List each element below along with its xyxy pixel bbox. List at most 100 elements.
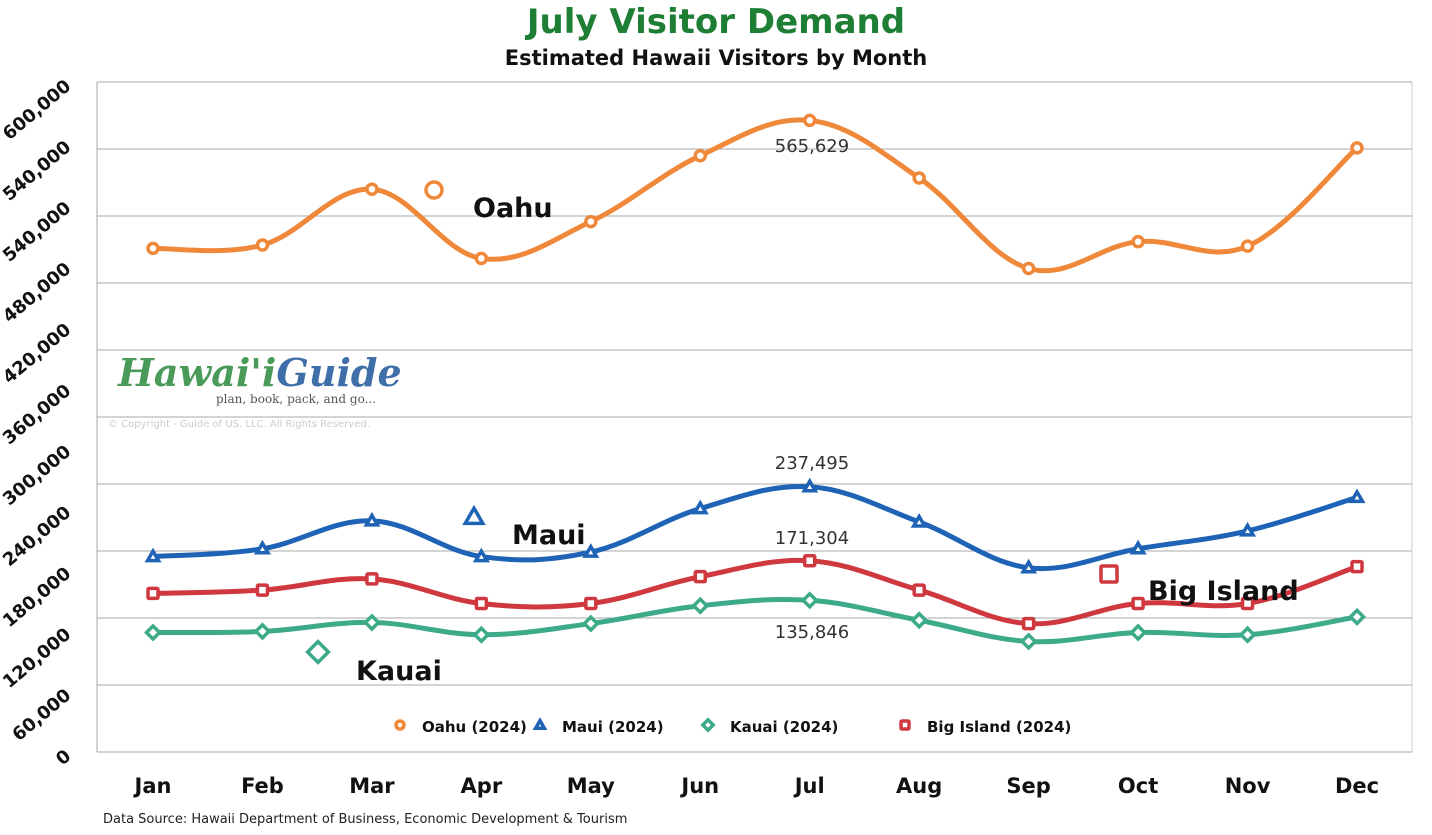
data-point (1239, 521, 1257, 537)
legend-item: Oahu (2024) (422, 718, 527, 736)
data-point (1348, 488, 1366, 504)
x-tick-label: Apr (461, 774, 503, 798)
x-tick-label: Jun (679, 774, 719, 798)
series-line (152, 483, 1358, 572)
data-point (912, 583, 926, 597)
data-label: 171,304 (775, 528, 849, 549)
y-tick-label: 540,000 (0, 198, 75, 267)
data-point (691, 499, 709, 515)
data-point (912, 171, 926, 185)
legend-item: Maui (2024) (562, 718, 664, 736)
y-tick-label: 0 (52, 746, 75, 770)
data-point (584, 596, 598, 611)
data-point (801, 477, 819, 493)
series-label-marker (462, 504, 486, 526)
data-label: 237,495 (775, 453, 849, 474)
data-point (474, 251, 489, 266)
data-point (802, 113, 817, 128)
data-source: Data Source: Hawaii Department of Busine… (103, 812, 628, 827)
data-point (253, 622, 272, 641)
data-point (144, 623, 162, 642)
x-tick-label: Dec (1335, 774, 1379, 798)
data-point (910, 611, 929, 630)
data-point (362, 613, 381, 632)
data-point (1350, 559, 1364, 574)
data-point (472, 625, 491, 644)
x-tick-label: May (567, 774, 615, 798)
data-point (365, 182, 379, 196)
series-label-marker (1099, 564, 1119, 584)
series-label: Kauai (356, 656, 442, 687)
data-label: 565,629 (775, 136, 849, 157)
x-tick-label: Sep (1006, 774, 1050, 798)
chart-title: July Visitor Demand (526, 2, 906, 42)
y-tick-label: 60,000 (8, 685, 75, 746)
data-point (581, 614, 600, 633)
data-point (144, 547, 162, 563)
data-point (1129, 623, 1148, 642)
chart-subtitle: Estimated Hawaii Visitors by Month (504, 46, 928, 70)
data-point (1350, 141, 1364, 155)
data-point (1238, 625, 1257, 644)
data-point (253, 539, 271, 555)
data-point (1021, 261, 1036, 276)
data-point (910, 512, 928, 528)
series-label-marker (424, 180, 444, 200)
y-tick-label: 360,000 (0, 380, 75, 449)
logo-text-left: Hawai'i (118, 350, 277, 395)
data-point (1129, 539, 1147, 555)
series-maui (152, 483, 1358, 572)
data-point (1131, 596, 1145, 611)
data-point (691, 596, 710, 615)
y-tick-label: 420,000 (0, 319, 75, 388)
legend-item: Kauai (2024) (730, 718, 838, 736)
hawaii-guide-logo: Hawai'iGuide plan, book, pack, and go... (118, 350, 402, 406)
legend-item: Big Island (2024) (927, 718, 1071, 736)
series-line (152, 596, 1358, 645)
data-point (1019, 632, 1038, 651)
y-tick-label: 300,000 (0, 441, 75, 510)
data-point (1348, 607, 1366, 626)
legend-marker (394, 719, 406, 731)
x-tick-label: Aug (896, 774, 942, 798)
x-tick-label: Oct (1118, 774, 1158, 798)
data-point (472, 547, 490, 563)
data-point (255, 238, 270, 252)
logo-text-right: Guide (276, 350, 402, 395)
y-tick-label: 540,000 (0, 137, 75, 206)
series-line (152, 117, 1359, 274)
series-line (152, 557, 1358, 627)
data-point (802, 553, 817, 568)
y-tick-label: 600,000 (0, 76, 75, 145)
data-point (146, 241, 160, 256)
series-label: Big Island (1148, 576, 1299, 607)
legend-marker (899, 719, 911, 731)
series-label-marker (305, 639, 331, 665)
data-point (1021, 616, 1036, 631)
y-tick-label: 480,000 (0, 258, 75, 327)
data-point (365, 572, 379, 586)
y-tick-label: 180,000 (0, 563, 75, 632)
data-point (1020, 558, 1038, 574)
x-tick-label: Jul (793, 774, 825, 798)
data-point (584, 214, 598, 229)
data-point (800, 591, 819, 610)
data-point (1131, 234, 1145, 249)
y-tick-label: 120,000 (0, 624, 75, 693)
y-tick-label: 240,000 (0, 502, 75, 571)
series-oahu (152, 117, 1359, 274)
series-label: Oahu (473, 193, 553, 224)
series-kauai (152, 596, 1358, 645)
data-point (693, 148, 708, 163)
copyright-watermark: © Copyright - Guide of US, LLC. All Righ… (108, 419, 370, 430)
x-tick-label: Mar (349, 774, 395, 798)
data-point (582, 543, 600, 558)
series-label: Maui (512, 520, 586, 551)
series-big-island (152, 557, 1358, 627)
data-label: 135,846 (775, 622, 849, 643)
logo-tagline: plan, book, pack, and go... (216, 392, 377, 406)
data-point (255, 583, 270, 597)
x-tick-label: Nov (1225, 774, 1271, 798)
legend-marker (532, 717, 548, 730)
